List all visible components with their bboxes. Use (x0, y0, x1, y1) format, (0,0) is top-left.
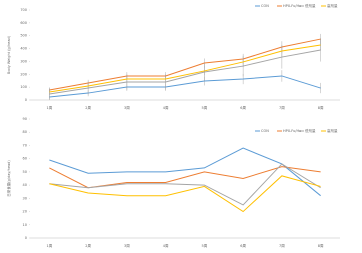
x-tick-label: 4周 (163, 243, 169, 248)
x-tick-label: 3周 (124, 105, 130, 110)
y-tick-label: 0 (25, 98, 27, 102)
y-axis-label: Body Weight (g/head) (7, 35, 11, 74)
legend-label: HPX-Fu/Ha (283, 4, 301, 8)
x-tick-label: 6周 (240, 243, 246, 248)
y-tick-label: 30 (23, 196, 27, 200)
y-tick-label: 90 (23, 117, 27, 121)
x-tick-label: 7周 (279, 105, 285, 110)
y-tick-label: 20 (23, 210, 27, 214)
y-tick-label: 70 (23, 143, 27, 147)
y-tick-label: 40 (23, 183, 27, 187)
series-line (49, 75, 321, 98)
x-tick-label: 8周 (318, 243, 324, 248)
series-line (49, 49, 321, 95)
y-tick-label: 500 (20, 34, 27, 38)
x-tick-label: 5周 (202, 105, 208, 110)
y-tick-label: 0 (25, 236, 27, 240)
x-tick-label: 6周 (240, 105, 246, 110)
y-tick-label: 400 (20, 47, 27, 51)
legend-label: 高剂量 (327, 128, 338, 133)
legend-label: 低剂量 (305, 3, 316, 8)
y-tick-label: 200 (20, 72, 27, 76)
x-tick-label: 5周 (202, 243, 208, 248)
legend-label: 低剂量 (305, 128, 316, 133)
x-tick-label: 4周 (163, 105, 169, 110)
series-line (49, 44, 321, 93)
y-axis-label: 日采食量(g/day/head) (6, 160, 11, 197)
x-tick-label: 7周 (279, 243, 285, 248)
y-tick-label: 300 (20, 59, 27, 63)
y-tick-label: 600 (20, 21, 27, 25)
y-tick-label: 60 (23, 157, 27, 161)
y-tick-label: 10 (23, 223, 27, 227)
series-line (49, 147, 321, 197)
y-tick-label: 80 (23, 130, 27, 134)
x-tick-label: 3周 (124, 243, 130, 248)
x-tick-label: 2周 (85, 105, 91, 110)
series-line (49, 163, 321, 206)
x-tick-label: 2周 (85, 243, 91, 248)
legend-label: CON (261, 129, 269, 133)
series-line (49, 38, 321, 91)
legend-label: HPX-Fu/Ha (283, 129, 301, 133)
y-tick-label: 700 (20, 8, 27, 12)
x-tick-label: 1周 (47, 243, 53, 248)
x-tick-label: 1周 (47, 105, 53, 110)
x-tick-label: 8周 (318, 105, 324, 110)
y-tick-label: 50 (23, 170, 27, 174)
legend-label: CON (261, 4, 269, 8)
legend-label: 高剂量 (327, 3, 338, 8)
y-tick-label: 100 (20, 85, 27, 89)
series-line (49, 175, 321, 213)
